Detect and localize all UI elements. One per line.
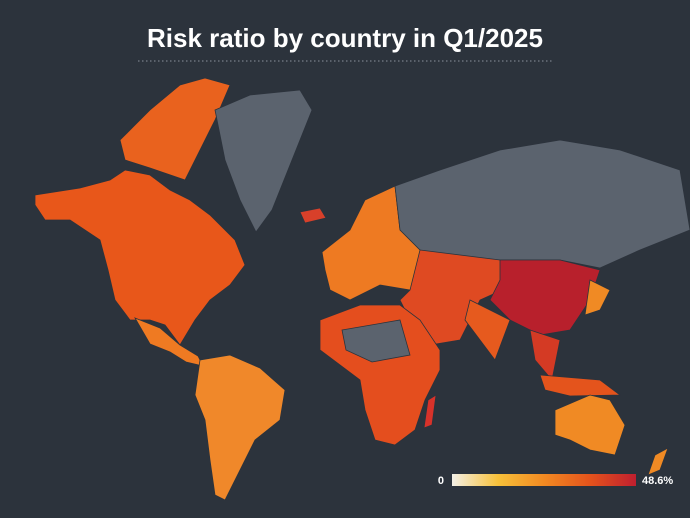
new-zealand [647, 447, 669, 476]
india [464, 299, 511, 361]
south-america [194, 354, 286, 501]
arctic-islands [119, 77, 231, 181]
madagascar [423, 394, 437, 429]
map-title: Risk ratio by country in Q1/2025 [147, 23, 543, 53]
legend-max-label: 48.6% [642, 475, 673, 487]
legend: 0 48.6% [438, 474, 673, 487]
legend-min-label: 0 [438, 475, 444, 487]
legend-gradient [452, 474, 636, 486]
world-map [34, 77, 690, 501]
iceland [299, 207, 327, 224]
greenland [214, 89, 313, 233]
china [489, 259, 601, 336]
indonesia [539, 374, 622, 397]
japan [584, 279, 611, 316]
australia [554, 394, 626, 456]
sahara-no-data [341, 319, 411, 363]
north-america [34, 169, 246, 346]
